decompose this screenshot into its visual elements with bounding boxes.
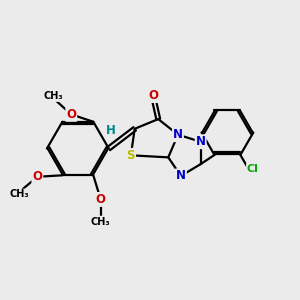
Text: O: O [66,108,76,121]
Text: N: N [176,169,186,182]
Text: O: O [32,170,42,183]
Text: CH₃: CH₃ [91,217,110,226]
Text: H: H [106,124,116,137]
Text: Cl: Cl [247,164,259,174]
Text: CH₃: CH₃ [9,189,29,200]
Text: N: N [173,128,183,141]
Text: O: O [96,193,106,206]
Text: S: S [127,149,135,162]
Text: CH₃: CH₃ [43,91,63,101]
Text: N: N [196,135,206,148]
Text: O: O [148,89,158,102]
